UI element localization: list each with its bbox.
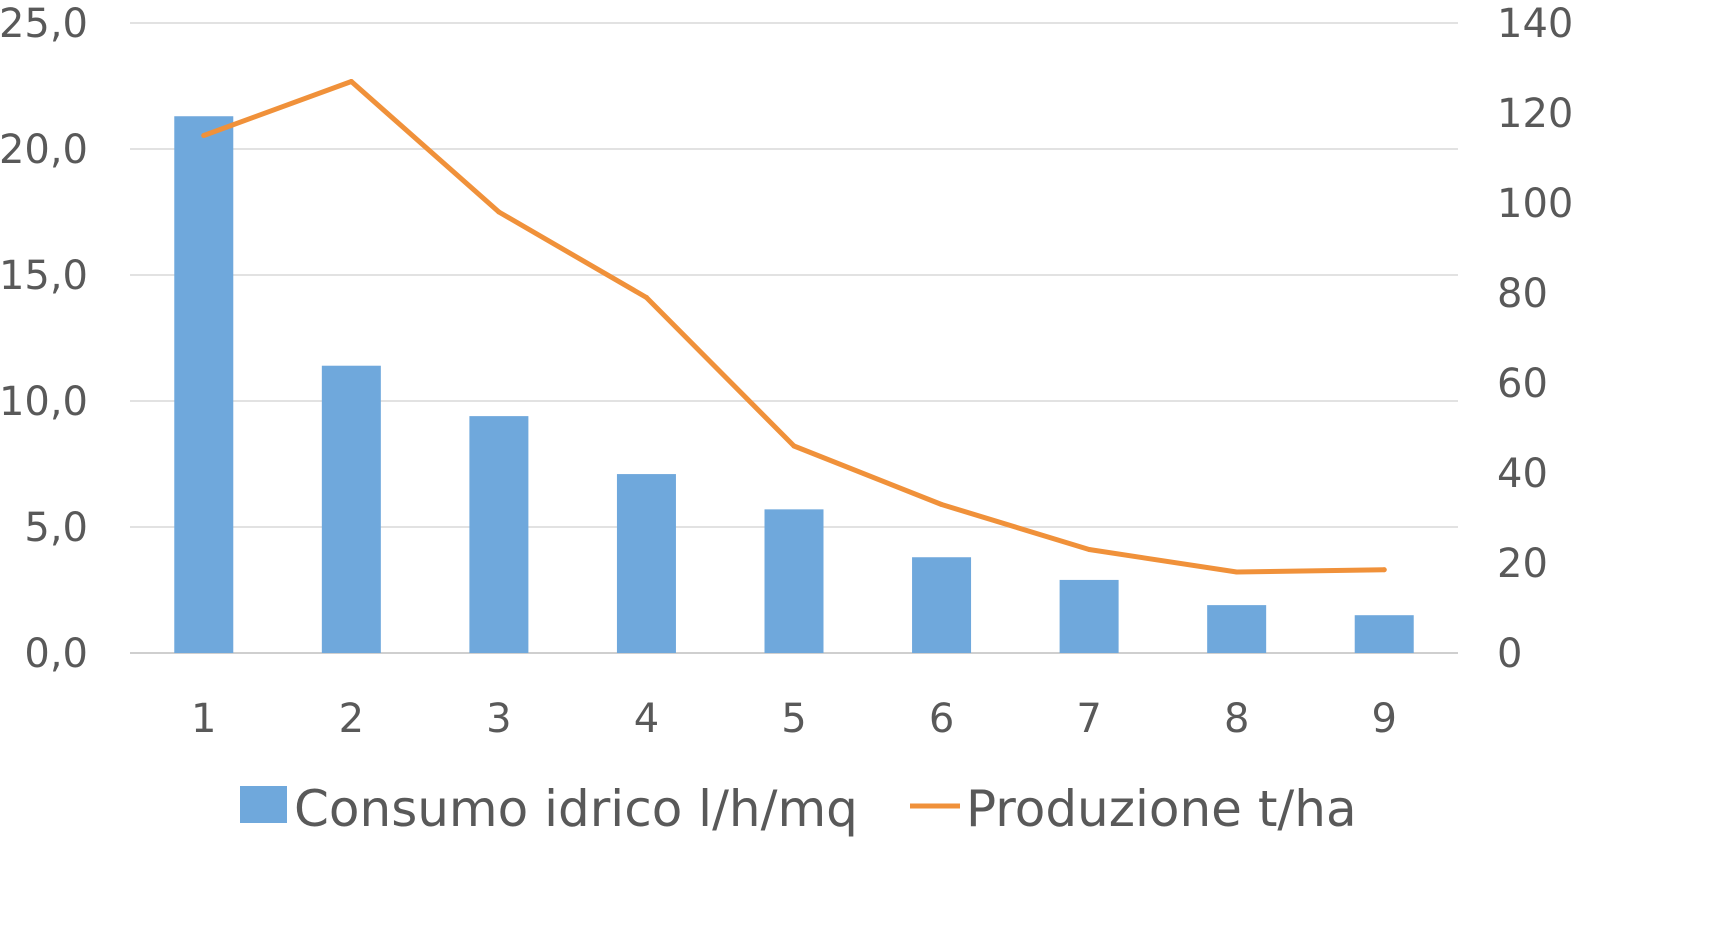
bar [1354, 615, 1414, 653]
line-point [348, 79, 354, 84]
line-point [201, 133, 207, 138]
bar [616, 474, 676, 653]
x-tick-label: 9 [1371, 696, 1396, 742]
bar [469, 416, 529, 653]
legend-bar-swatch [240, 786, 287, 823]
x-tick-label: 1 [191, 696, 216, 742]
y-right-tick-label: 60 [1497, 361, 1548, 407]
y-left-tick-label: 15,0 [0, 253, 88, 299]
x-tick-label: 2 [339, 696, 364, 742]
y-left-tick-label: 25,0 [0, 1, 88, 47]
y-right-tick-label: 0 [1497, 631, 1522, 677]
line-point [1086, 547, 1092, 552]
bar [1207, 605, 1267, 653]
bar [174, 116, 234, 654]
line-path [201, 79, 1387, 575]
x-tick-label: 4 [634, 696, 659, 742]
y-right-tick-label: 20 [1497, 541, 1548, 587]
line-point [1234, 569, 1240, 575]
y-left-tick-label: 5,0 [24, 505, 88, 551]
x-tick-label: 5 [781, 696, 806, 742]
line-point [791, 443, 797, 449]
bar-series-consumo [174, 116, 1414, 654]
bar [764, 509, 824, 653]
y-right-tick-label: 120 [1497, 91, 1573, 137]
y-right-tick-label: 80 [1497, 271, 1548, 317]
line-point [939, 502, 945, 507]
line-point [1381, 567, 1387, 573]
x-axis: 1 2 3 4 5 6 7 8 9 [191, 696, 1397, 742]
y-left-tick-label: 10,0 [0, 379, 88, 425]
bar [321, 365, 381, 653]
bar [912, 557, 972, 653]
y-axis-left: 0,0 5,0 10,0 15,0 20,0 25,0 [0, 1, 88, 677]
x-tick-label: 7 [1076, 696, 1101, 742]
x-tick-label: 3 [486, 696, 511, 742]
x-tick-label: 8 [1224, 696, 1249, 742]
legend: Consumo idrico l/h/mq Produzione t/ha [240, 780, 1357, 838]
bar [1059, 579, 1119, 653]
legend-label-produzione: Produzione t/ha [966, 780, 1357, 838]
legend-label-consumo: Consumo idrico l/h/mq [294, 780, 858, 838]
y-right-tick-label: 40 [1497, 451, 1548, 497]
y-left-tick-label: 20,0 [0, 127, 88, 173]
x-tick-label: 6 [929, 696, 954, 742]
y-left-tick-label: 0,0 [24, 631, 88, 677]
line-point [496, 209, 502, 215]
line-point [643, 295, 649, 300]
y-axis-right: 0 20 40 60 80 100 120 140 [1497, 1, 1573, 677]
y-right-tick-label: 140 [1497, 1, 1573, 47]
line-series-produzione [201, 79, 1387, 575]
y-right-tick-label: 100 [1497, 181, 1573, 227]
